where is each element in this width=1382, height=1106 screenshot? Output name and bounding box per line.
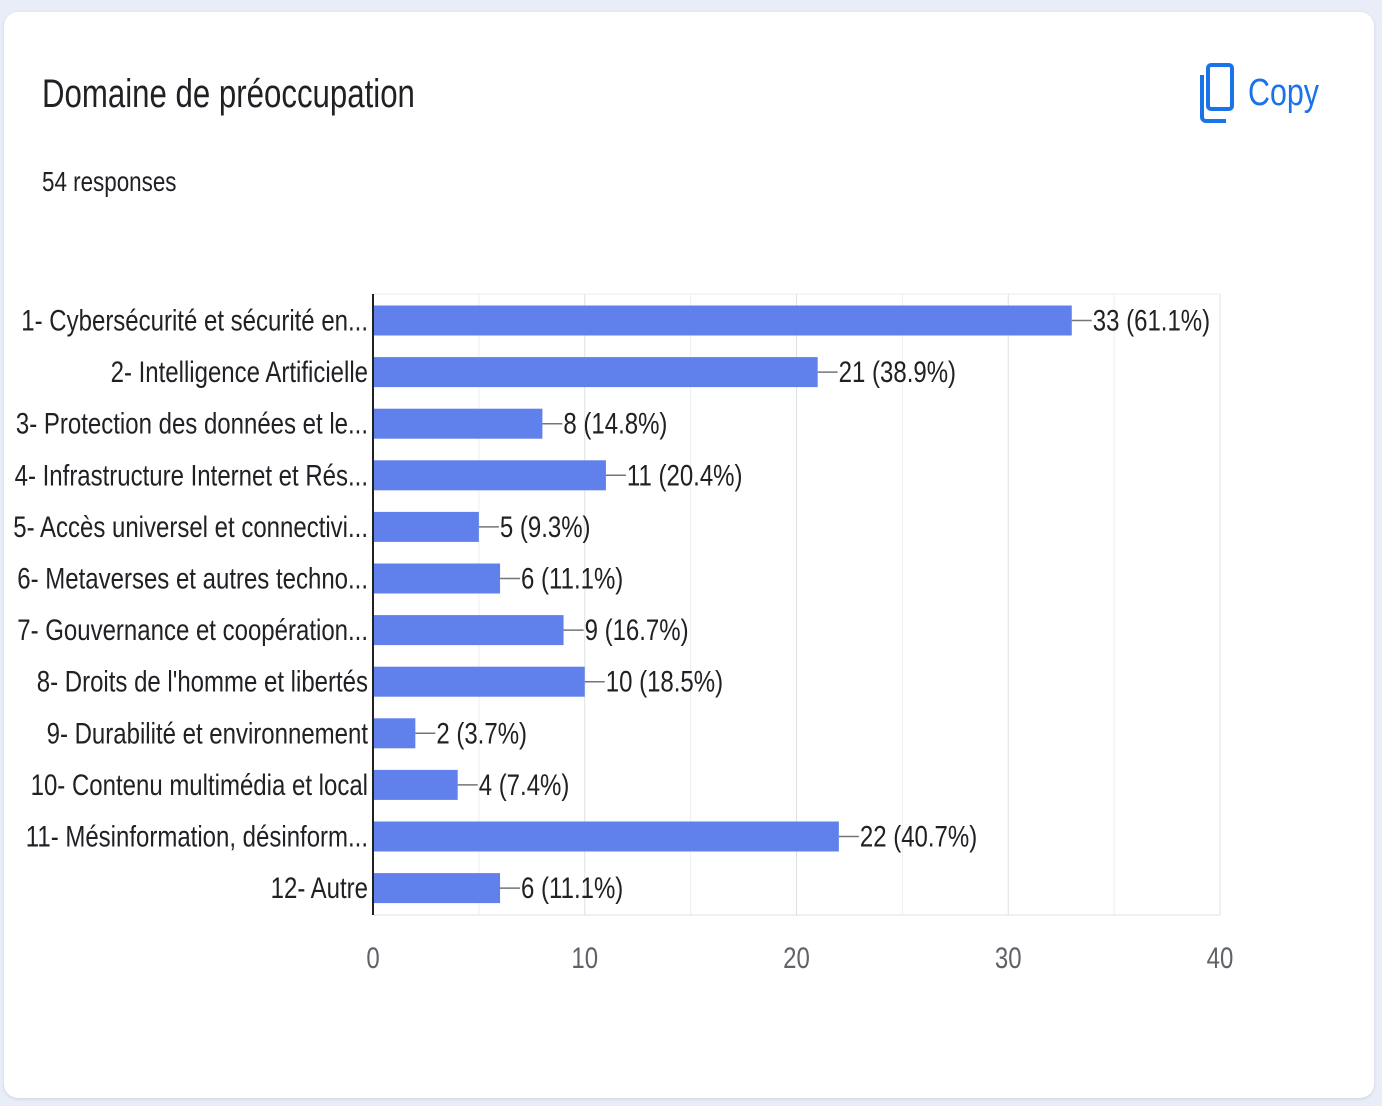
value-label: 8 (14.8%): [563, 406, 667, 440]
value-label: 6 (11.1%): [521, 870, 623, 904]
category-label: 10- Contenu multimédia et local: [31, 767, 368, 801]
value-label: 10 (18.5%): [606, 664, 723, 698]
chart-card: [4, 12, 1374, 1098]
category-label: 1- Cybersécurité et sécurité en...: [21, 303, 368, 337]
category-label: 5- Accès universel et connectivi...: [13, 509, 368, 543]
category-label: 12- Autre: [271, 870, 368, 904]
bar: [373, 305, 1072, 336]
x-tick-label: 10: [571, 940, 598, 974]
value-label: 33 (61.1%): [1093, 303, 1210, 337]
category-label: 11- Mésinformation, désinform...: [26, 819, 368, 853]
bar: [373, 615, 564, 646]
value-label: 22 (40.7%): [860, 819, 977, 853]
copy-button[interactable]: Copy: [1198, 58, 1337, 128]
bar: [373, 769, 458, 800]
x-tick-label: 30: [995, 940, 1022, 974]
bar: [373, 821, 839, 852]
category-label: 2- Intelligence Artificielle: [111, 354, 368, 388]
bar: [373, 666, 585, 697]
bar: [373, 718, 416, 749]
responses-count: 54 responses: [42, 166, 177, 197]
bar: [373, 408, 543, 439]
x-tick-label: 0: [366, 940, 379, 974]
bar: [373, 511, 479, 542]
category-label: 6- Metaverses et autres techno...: [17, 561, 368, 595]
copy-icon: [1198, 61, 1238, 125]
category-label: 3- Protection des données et le...: [16, 406, 368, 440]
bar: [373, 460, 606, 491]
bar: [373, 563, 501, 594]
x-tick-label: 20: [783, 940, 810, 974]
x-tick-label: 40: [1207, 940, 1234, 974]
value-label: 11 (20.4%): [627, 458, 743, 492]
value-label: 9 (16.7%): [585, 612, 689, 646]
bar: [373, 357, 818, 388]
value-label: 6 (11.1%): [521, 561, 623, 595]
value-label: 2 (3.7%): [436, 716, 527, 750]
value-label: 5 (9.3%): [500, 509, 591, 543]
category-label: 4- Infrastructure Internet et Rés...: [15, 458, 368, 492]
category-label: 9- Durabilité et environnement: [47, 716, 369, 750]
category-label: 7- Gouvernance et coopération...: [17, 612, 368, 646]
category-label: 8- Droits de l'homme et libertés: [37, 664, 368, 698]
bar: [373, 873, 501, 904]
page-title: Domaine de préoccupation: [42, 72, 415, 116]
value-label: 21 (38.9%): [839, 354, 956, 388]
copy-label: Copy: [1248, 71, 1319, 114]
value-label: 4 (7.4%): [479, 767, 570, 801]
